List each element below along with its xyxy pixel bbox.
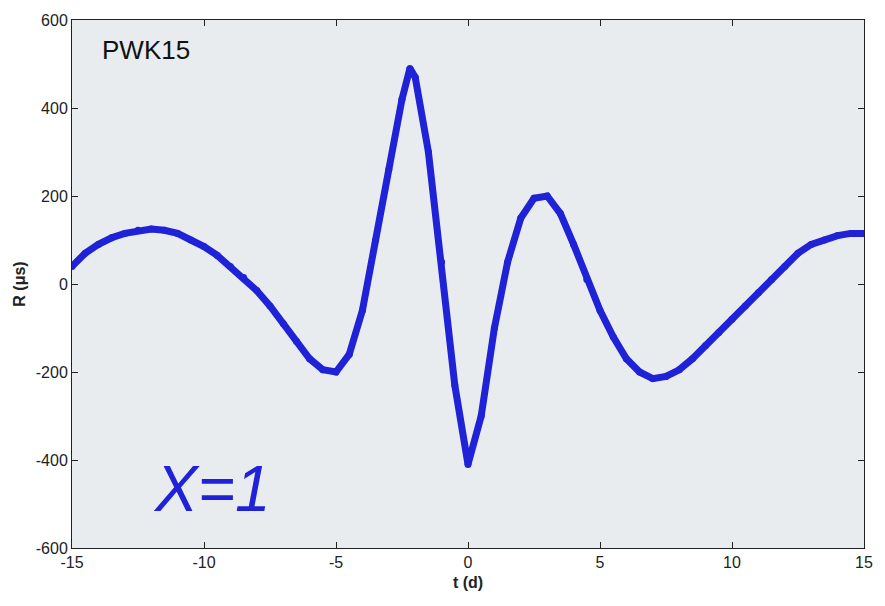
svg-text:200: 200 [41,188,68,205]
svg-text:R (μs): R (μs) [11,261,28,306]
svg-text:-5: -5 [329,554,343,571]
svg-text:400: 400 [41,100,68,117]
svg-text:0: 0 [464,554,473,571]
svg-text:PWK15: PWK15 [102,35,190,65]
svg-text:-600: -600 [36,540,68,557]
svg-text:-200: -200 [36,364,68,381]
svg-text:10: 10 [723,554,741,571]
svg-text:600: 600 [41,12,68,29]
svg-text:-400: -400 [36,452,68,469]
svg-text:-10: -10 [192,554,215,571]
svg-text:t (d): t (d) [453,574,483,591]
svg-text:15: 15 [855,554,873,571]
svg-text:5: 5 [596,554,605,571]
svg-text:-15: -15 [60,554,83,571]
svg-text:X=1: X=1 [153,453,271,525]
svg-text:0: 0 [59,276,68,293]
